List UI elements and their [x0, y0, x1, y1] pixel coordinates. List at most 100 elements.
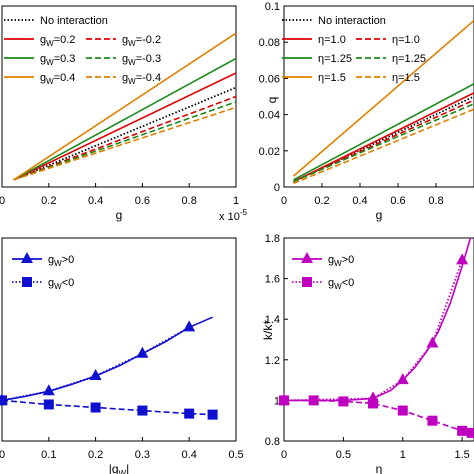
legend-label-value: <0 [342, 277, 355, 289]
x-tick-label: 0.8 [428, 195, 443, 207]
triangle-marker [456, 253, 469, 265]
triangle-marker [42, 384, 55, 396]
square-marker [308, 395, 319, 406]
legend: gW>0gW<0 [292, 252, 354, 291]
legend-label-main: η=1.25 [392, 53, 426, 65]
legend-label-sub: W [46, 77, 54, 86]
y-tick-label: 0.02 [259, 146, 280, 158]
legend-label-value: <0 [62, 277, 75, 289]
y-tick-label: 1.8 [265, 233, 280, 245]
legend-label: gW=0.2 [40, 34, 75, 48]
legend-label-main: No interaction [318, 15, 386, 27]
x-tick-label: 0.6 [135, 195, 150, 207]
plot-area [292, 19, 474, 185]
legend-label-value: =-0.2 [136, 34, 161, 46]
legend-label-main: η=1.0 [392, 34, 420, 46]
series-line-2 [13, 72, 236, 181]
legend-label-main: g [122, 72, 128, 84]
legend-label: gW>0 [48, 254, 74, 268]
square-marker [43, 399, 54, 410]
legend-label: gW=-0.4 [122, 72, 161, 86]
series-line-2 [293, 92, 474, 183]
x-axis-label-main: g [116, 208, 123, 222]
plot-area [2, 316, 213, 416]
legend-label-sub: W [128, 77, 136, 86]
series-line-7 [293, 108, 474, 185]
y-tick-label: 0 [274, 182, 280, 194]
legend-square-marker [22, 277, 32, 287]
triangle-marker [426, 336, 439, 348]
plot-frame [283, 5, 474, 188]
x-tick-label: 0.4 [182, 449, 197, 461]
y-axis-label: k/k* [261, 320, 275, 340]
legend-label-value: >0 [62, 254, 75, 266]
x-tick-label: 0.2 [88, 449, 103, 461]
legend-label-sub: W [54, 282, 62, 291]
series-line-3 [284, 399, 472, 434]
y-tick-label: 1 [274, 395, 280, 407]
y-tick-label: 0.06 [259, 73, 280, 85]
legend-label: gW=0.3 [40, 53, 75, 67]
legend-label: η=1.25 [392, 53, 426, 65]
panel-4: 0 0.5 1 1.50.811.21.41.61.8ηk/k*gW>0gW<0 [261, 233, 474, 474]
legend-label-main: g [122, 53, 128, 65]
x-tick-label: 0 [0, 195, 5, 207]
legend-label-sub: W [54, 259, 62, 268]
series-line-4 [293, 83, 474, 181]
legend-label: gW=0.4 [40, 72, 75, 86]
x-tick-label: 0.6 [390, 195, 405, 207]
legend: gW>0gW<0 [12, 252, 74, 291]
panel-3: 0 0.1 0.2 0.3 0.4 0.5|gW|gW>0gW<0 [0, 237, 244, 474]
y-axis-label: q [265, 97, 279, 104]
legend-label: η=1.0 [318, 34, 346, 46]
legend-label-main: η=1.5 [318, 72, 346, 84]
x-tick-label: 0.4 [352, 195, 367, 207]
square-marker [207, 409, 218, 420]
x-multiplier-base: x 10 [219, 211, 240, 223]
triangle-marker [396, 373, 409, 385]
y-tick-label: 1.4 [265, 314, 280, 326]
panel-2: 0 0.2 0.4 0.6 0.8 0 0.02 0.04 0.06 0.08 0.1 g q No in… [259, 1, 474, 222]
plot-frame [283, 237, 474, 442]
x-tick-label: 0.2 [314, 195, 329, 207]
y-tick-label: 0.08 [259, 37, 280, 49]
legend-label: gW=-0.3 [122, 53, 161, 67]
legend-triangle-marker [301, 252, 313, 263]
square-marker [466, 427, 474, 438]
x-multiplier-exponent: -5 [240, 208, 248, 217]
y-tick-label: 0.1 [265, 1, 280, 13]
legend-label-main: g [40, 53, 46, 65]
square-marker [184, 408, 195, 419]
legend-label-main: η=1.25 [318, 53, 352, 65]
x-tick-label: 0.2 [41, 195, 56, 207]
legend-label-sub: W [46, 39, 54, 48]
series-line-5 [293, 102, 474, 183]
legend-label-value: >0 [342, 254, 355, 266]
plot-frame [1, 237, 237, 442]
series-line-4 [13, 57, 236, 181]
legend-label-main: No interaction [40, 15, 108, 27]
legend-label-main: g [40, 34, 46, 46]
legend-label-main: g [122, 34, 128, 46]
series-line-3 [2, 399, 213, 416]
x-axis-label-main: |g [109, 462, 119, 474]
x-tick-label: 0.1 [41, 449, 56, 461]
legend-label-main: g [328, 254, 334, 266]
square-marker [368, 398, 379, 409]
series-line-3 [13, 95, 236, 181]
series-line-2 [284, 259, 463, 402]
plot-area [13, 32, 236, 181]
y-tick-label: 0.04 [259, 110, 280, 122]
x-tick-label: 0 [281, 195, 287, 207]
legend-label: No interaction [318, 15, 386, 27]
series-line-2 [2, 326, 190, 402]
legend-label-value: =-0.3 [136, 53, 161, 65]
legend-label-sub: W [46, 58, 54, 67]
legend-label: No interaction [40, 15, 108, 27]
x-axis-label-main: g [376, 208, 383, 222]
legend-label: η=1.5 [318, 72, 346, 84]
series-line-6 [292, 19, 474, 177]
series-line-1 [13, 86, 236, 181]
x-tick-label: 0 [281, 449, 287, 461]
